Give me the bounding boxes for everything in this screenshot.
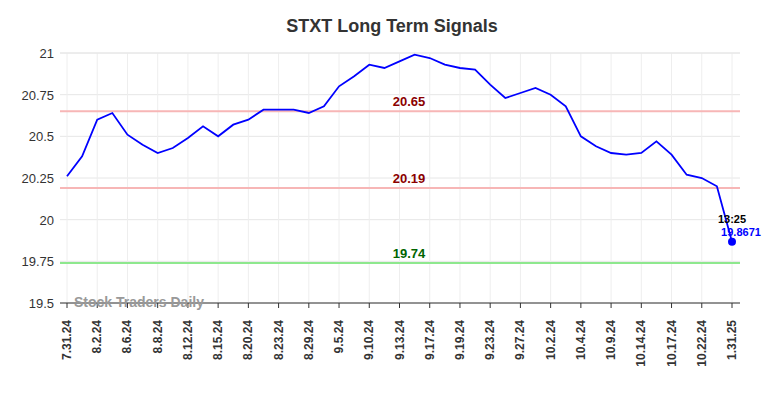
grid-line-x — [550, 53, 551, 303]
x-tick — [459, 303, 460, 308]
x-tick — [490, 303, 491, 308]
grid-line-x — [218, 53, 219, 303]
x-tick — [550, 303, 551, 308]
plot-top — [60, 53, 740, 54]
grid-line-x — [459, 53, 460, 303]
x-tick-label: 9.5.24 — [332, 320, 346, 354]
reference-line — [60, 110, 740, 112]
grid-line-x — [520, 53, 521, 303]
end-time: 13:25 — [718, 213, 746, 225]
grid-line-x — [278, 53, 279, 303]
grid-line-x — [248, 53, 249, 303]
x-tick-label: 10.17.24 — [665, 320, 679, 367]
end-value: 19.8671 — [721, 226, 761, 238]
y-tick-label: 20.5 — [29, 129, 54, 144]
grid-line-x — [369, 53, 370, 303]
chart: STXT Long Term Signals 19.5 19.75 20 20.25 20… — [0, 0, 784, 398]
x-tick-label: 9.27.24 — [513, 320, 527, 360]
grid-line-x — [157, 53, 158, 303]
grid-line-x — [429, 53, 430, 303]
title: STXT Long Term Signals — [286, 16, 498, 36]
grid-line-x — [641, 53, 642, 303]
x-tick — [671, 303, 672, 308]
y-tick-label: 20 — [40, 213, 54, 228]
x-tick-label: 9.10.24 — [362, 320, 376, 360]
x-tick-label: 8.2.24 — [90, 320, 104, 354]
x-tick-label: 8.29.24 — [302, 320, 316, 360]
y-tick-label: 21 — [40, 46, 54, 61]
x-tick-label: 10.4.24 — [574, 320, 588, 360]
y-tick-label: 20.75 — [21, 88, 54, 103]
reference-line — [60, 187, 740, 189]
x-tick — [248, 303, 249, 308]
x-tick — [520, 303, 521, 308]
y-tick-label: 19.75 — [21, 254, 54, 269]
grid-line-x — [611, 53, 612, 303]
reference-line — [60, 262, 740, 264]
x-tick-label: 10.14.24 — [634, 320, 648, 367]
price-line — [67, 55, 732, 242]
x-tick-label: 9.19.24 — [453, 320, 467, 360]
x-tick — [369, 303, 370, 308]
x-tick-label: 7.31.24 — [60, 320, 74, 360]
x-tick — [429, 303, 430, 308]
grid-line-x — [490, 53, 491, 303]
x-tick — [611, 303, 612, 308]
x-tick-label: 8.6.24 — [120, 320, 134, 354]
grid-line-x — [580, 53, 581, 303]
x-tick-label: 8.20.24 — [241, 320, 255, 360]
x-tick — [67, 303, 68, 308]
grid-line-x — [67, 53, 68, 303]
x-tick — [732, 303, 733, 308]
grid-line-x — [97, 53, 98, 303]
grid-line — [60, 53, 740, 54]
x-tick — [399, 303, 400, 308]
x-tick — [339, 303, 340, 308]
x-tick — [278, 303, 279, 308]
x-tick-label: 8.12.24 — [181, 320, 195, 360]
x-tick-label: 9.13.24 — [393, 320, 407, 360]
x-tick — [218, 303, 219, 308]
x-tick-label: 9.17.24 — [423, 320, 437, 360]
x-tick-label: 8.15.24 — [211, 320, 225, 360]
x-tick-label: 10.9.24 — [604, 320, 618, 360]
grid-line-x — [339, 53, 340, 303]
reference-label: 20.19 — [393, 171, 426, 186]
grid-line-x — [732, 53, 733, 303]
reference-label: 20.65 — [393, 94, 426, 109]
grid-line-x — [127, 53, 128, 303]
x-tick — [580, 303, 581, 308]
grid-line-x — [671, 53, 672, 303]
y-tick-label: 20.25 — [21, 171, 54, 186]
grid-line-x — [308, 53, 309, 303]
x-tick-label: 1.31.25 — [725, 320, 739, 360]
x-tick — [701, 303, 702, 308]
grid-line-x — [187, 53, 188, 303]
last-point — [728, 238, 736, 246]
y-tick-label: 19.5 — [29, 296, 54, 311]
x-tick-label: 9.23.24 — [483, 320, 497, 360]
watermark: Stock Traders Daily — [74, 294, 204, 310]
plot-area — [60, 55, 740, 263]
x-tick-label: 8.8.24 — [151, 320, 165, 354]
x-tick-label: 8.23.24 — [272, 320, 286, 360]
x-tick-label: 10.22.24 — [695, 320, 709, 367]
reference-label: 19.74 — [393, 246, 426, 261]
x-tick-label: 10.2.24 — [544, 320, 558, 360]
x-tick — [641, 303, 642, 308]
x-tick — [308, 303, 309, 308]
